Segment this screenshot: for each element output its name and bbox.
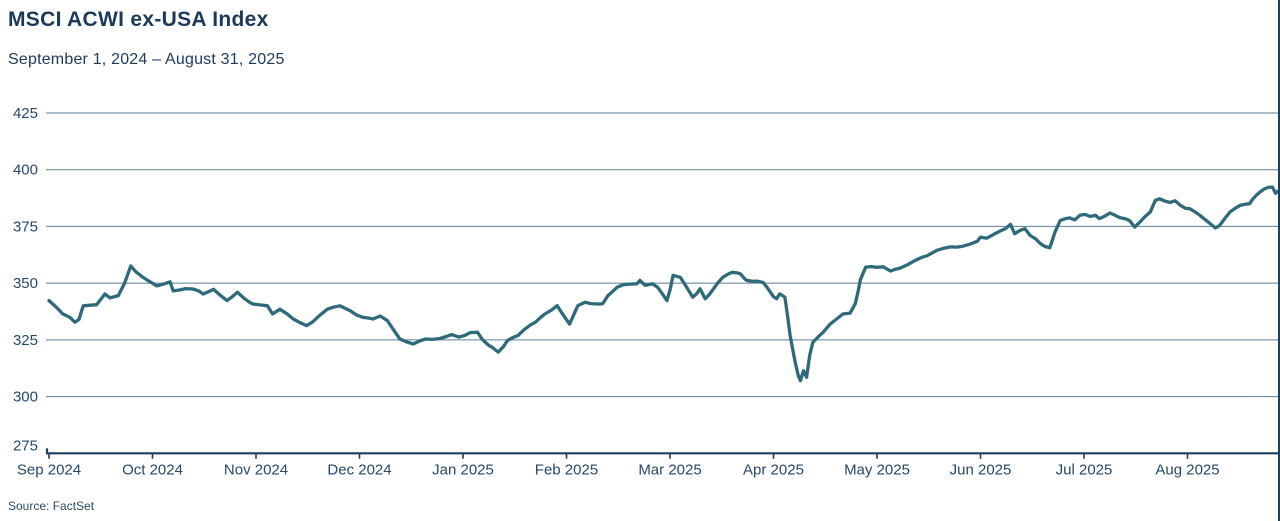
x-axis-label: May 2025 xyxy=(844,461,910,478)
chart-title: MSCI ACWI ex-USA Index xyxy=(8,8,269,31)
price-line xyxy=(47,185,1280,383)
y-axis-label: 350 xyxy=(13,275,38,292)
x-axis-label: Nov 2024 xyxy=(224,461,288,478)
x-axis-label: Jun 2025 xyxy=(950,461,1012,478)
x-axis-label: Apr 2025 xyxy=(743,461,804,478)
x-axis-label: Mar 2025 xyxy=(638,461,701,478)
y-axis-label: 400 xyxy=(13,162,38,179)
x-axis-label: Sep 2024 xyxy=(17,461,81,478)
chart-subtitle: September 1, 2024 – August 31, 2025 xyxy=(8,51,285,68)
right-edge-border xyxy=(1278,0,1280,521)
x-axis-label: Dec 2024 xyxy=(327,461,391,478)
x-axis-label: Oct 2024 xyxy=(122,461,183,478)
source-note: Source: FactSet xyxy=(8,499,95,513)
x-axis-label: Feb 2025 xyxy=(535,461,598,478)
x-axis-label: Jul 2025 xyxy=(1056,461,1113,478)
y-axis-label: 375 xyxy=(13,218,38,235)
y-axis-label: 300 xyxy=(13,389,38,406)
y-axis-label: 325 xyxy=(13,332,38,349)
x-axis-label: Jan 2025 xyxy=(432,461,494,478)
y-axis-label: 425 xyxy=(13,105,38,122)
y-axis-label: 275 xyxy=(13,437,38,454)
x-axis-label: Aug 2025 xyxy=(1155,461,1219,478)
